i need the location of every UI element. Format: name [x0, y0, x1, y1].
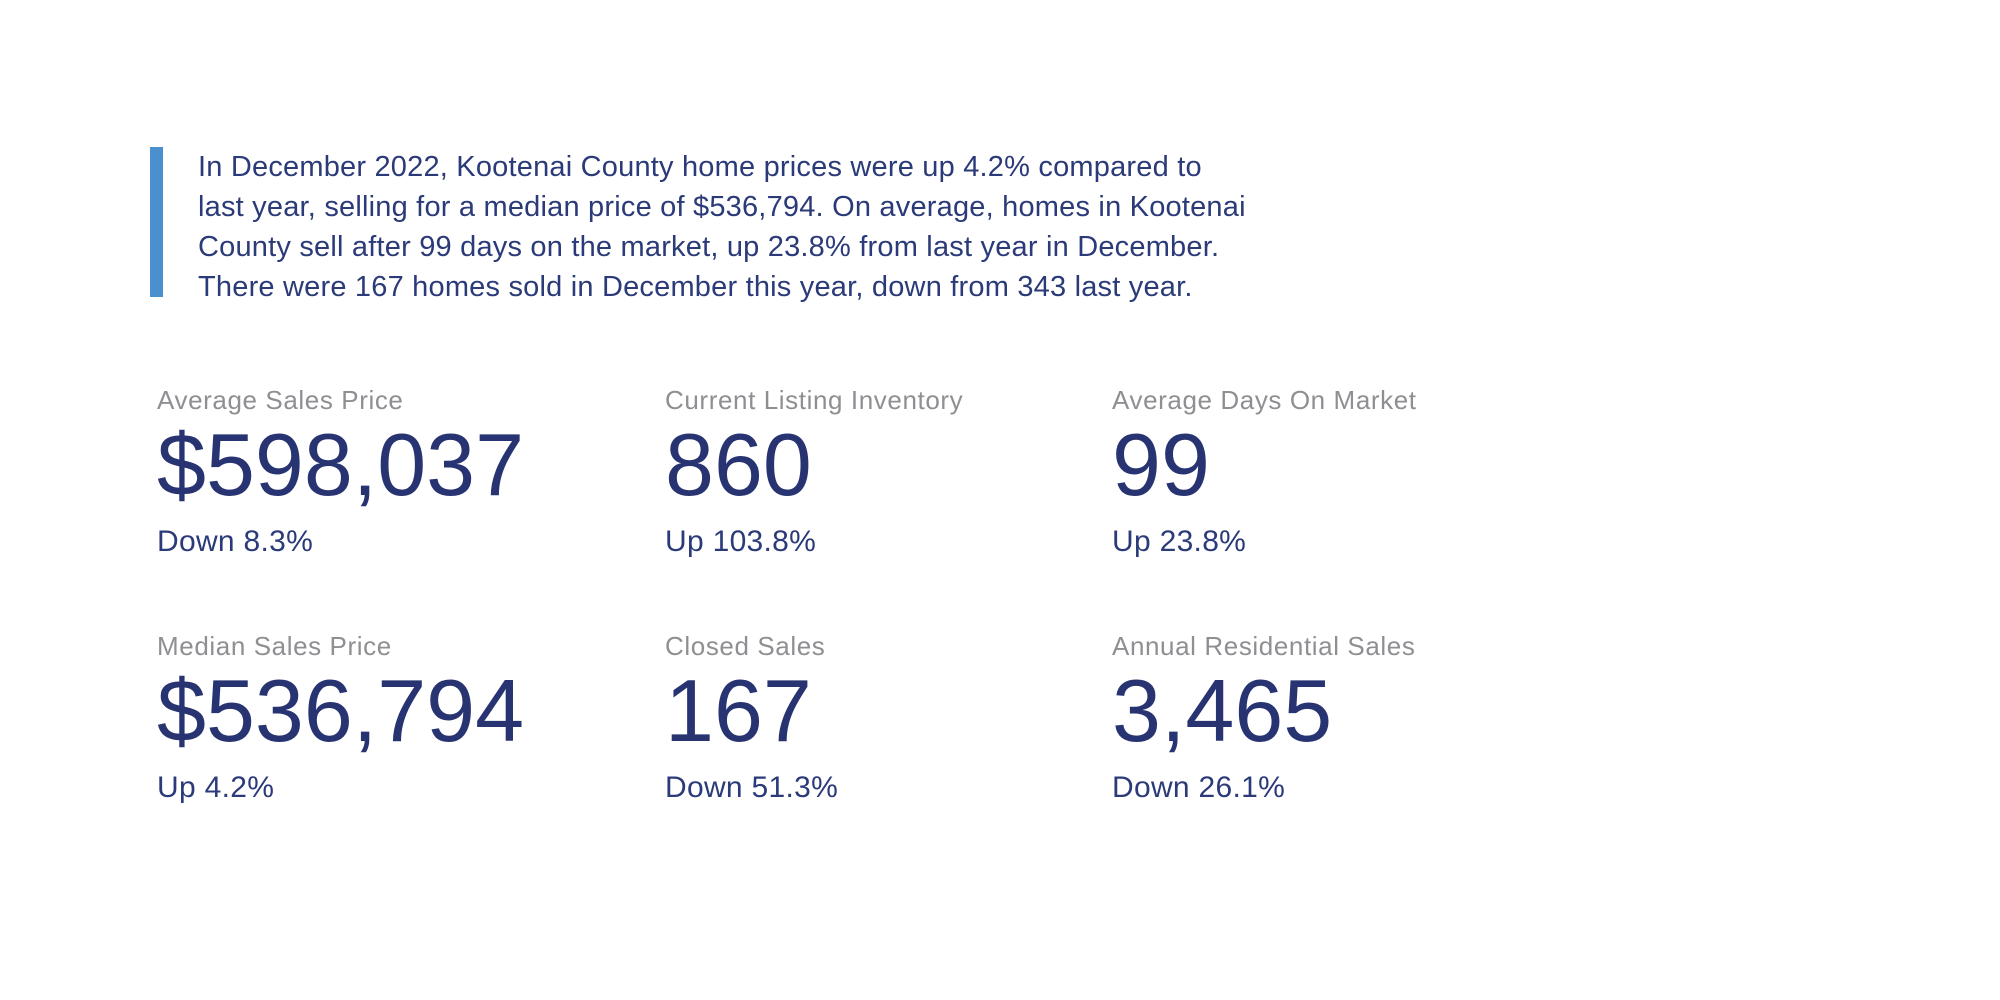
- stat-change: Down 26.1%: [1112, 771, 1286, 804]
- stat-value: $598,037: [157, 415, 525, 514]
- stat-change: Up 4.2%: [157, 771, 275, 804]
- stat-value: 99: [1112, 415, 1210, 514]
- stat-change: Down 8.3%: [157, 525, 314, 558]
- stat-value: 3,465: [1112, 661, 1333, 760]
- stat-change: Up 103.8%: [665, 525, 817, 558]
- stat-value: 167: [665, 661, 812, 760]
- summary-line-4: There were 167 homes sold in December th…: [198, 271, 1193, 303]
- stat-card-average-days-on-market: Average Days On Market 99 Up 23.8%: [1112, 383, 1572, 559]
- stat-label: Closed Sales: [665, 631, 826, 661]
- stat-label: Annual Residential Sales: [1112, 631, 1416, 661]
- stat-card-average-sales-price: Average Sales Price $598,037 Down 8.3%: [157, 383, 665, 559]
- summary-line-3: County sell after 99 days on the market,…: [198, 231, 1220, 263]
- market-summary-text: In December 2022, Kootenai County home p…: [198, 147, 1246, 307]
- stat-label: Median Sales Price: [157, 631, 392, 661]
- stat-card-closed-sales: Closed Sales 167 Down 51.3%: [665, 629, 1112, 805]
- stats-grid: Average Sales Price $598,037 Down 8.3% C…: [157, 383, 1572, 805]
- summary-line-2: last year, selling for a median price of…: [198, 191, 1246, 223]
- stat-label: Average Sales Price: [157, 385, 404, 415]
- stat-value: $536,794: [157, 661, 525, 760]
- market-summary-quote: In December 2022, Kootenai County home p…: [150, 147, 1246, 307]
- stat-label: Current Listing Inventory: [665, 385, 964, 415]
- stat-label: Average Days On Market: [1112, 385, 1417, 415]
- summary-line-1: In December 2022, Kootenai County home p…: [198, 151, 1202, 183]
- stat-change: Down 51.3%: [665, 771, 839, 804]
- stat-card-median-sales-price: Median Sales Price $536,794 Up 4.2%: [157, 629, 665, 805]
- stat-card-current-listing-inventory: Current Listing Inventory 860 Up 103.8%: [665, 383, 1112, 559]
- stat-card-annual-residential-sales: Annual Residential Sales 3,465 Down 26.1…: [1112, 629, 1572, 805]
- accent-bar: [150, 147, 163, 297]
- stat-value: 860: [665, 415, 812, 514]
- stat-change: Up 23.8%: [1112, 525, 1247, 558]
